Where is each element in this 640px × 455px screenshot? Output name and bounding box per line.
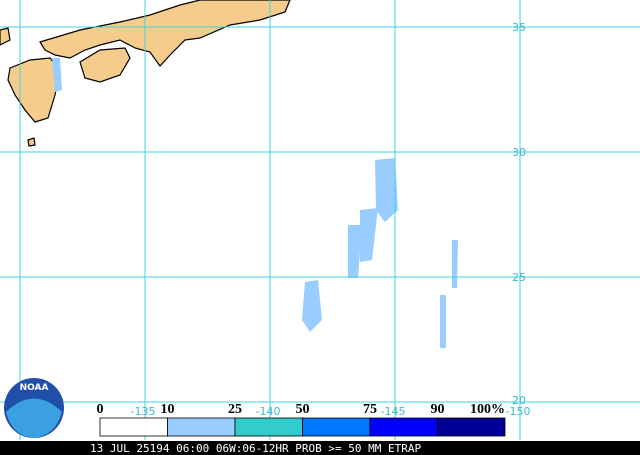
legend-swatch xyxy=(99,417,168,437)
land xyxy=(0,0,291,147)
legend-swatch xyxy=(302,417,371,437)
lat-label: 25 xyxy=(512,271,526,284)
lat-label: 35 xyxy=(512,21,526,34)
legend-label: 0 xyxy=(97,402,104,417)
legend-swatch xyxy=(234,417,303,437)
footer-bar xyxy=(0,441,640,455)
legend-swatch xyxy=(167,417,236,437)
graticule xyxy=(0,0,640,440)
logo: NOAA xyxy=(4,378,64,438)
legend-label: 10 xyxy=(161,402,175,417)
legend-swatch xyxy=(437,417,506,437)
legend-swatch xyxy=(369,417,438,437)
logo-text: NOAA xyxy=(20,383,49,393)
lon-label: -150 xyxy=(506,405,531,418)
legend-label: 90 xyxy=(431,402,445,417)
lon-label: -145 xyxy=(381,405,406,418)
legend: 0 10 25 50 75 90 100% xyxy=(97,402,506,437)
lon-label: -135 xyxy=(131,405,156,418)
legend-label: 75 xyxy=(363,402,377,417)
legend-label: 100% xyxy=(470,402,505,417)
legend-label: 50 xyxy=(296,402,310,417)
lat-label: 20 xyxy=(512,394,526,407)
lon-label: -140 xyxy=(256,405,281,418)
lat-label: 30 xyxy=(512,146,526,159)
precip xyxy=(52,58,458,348)
legend-label: 25 xyxy=(228,402,242,417)
footer-text: 13 JUL 25194 06:00 06W:06-12HR PROB >= 5… xyxy=(90,442,422,455)
